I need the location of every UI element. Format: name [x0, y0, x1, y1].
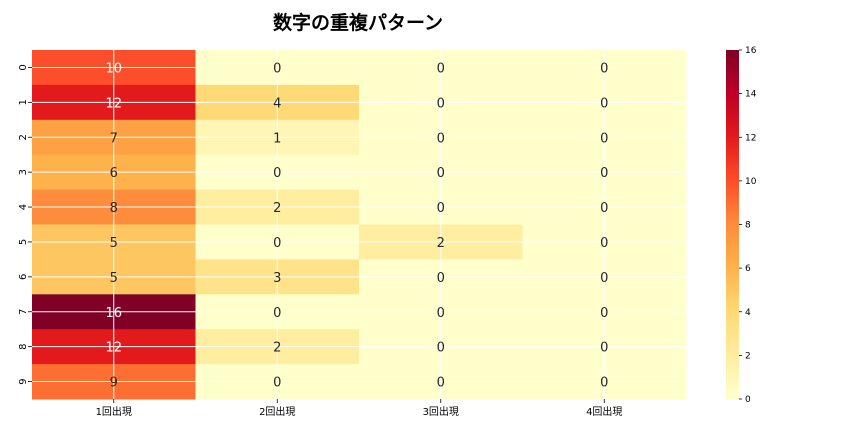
y-tick-label: 5 — [18, 239, 29, 245]
cell-value-label: 16 — [105, 306, 122, 321]
colorbar-tick-label: 8 — [745, 221, 751, 231]
cell-value-label: 0 — [600, 96, 608, 111]
cell-value-label: 0 — [437, 271, 445, 286]
cell-value-label: 0 — [273, 166, 281, 181]
colorbar-tick-label: 0 — [745, 395, 751, 405]
cell-value-label: 12 — [105, 341, 122, 356]
cell-value-label: 0 — [600, 236, 608, 251]
x-tick-label: 3回出現 — [423, 405, 459, 418]
cell-value-label: 0 — [437, 306, 445, 321]
cell-value-label: 0 — [600, 201, 608, 216]
cell-labels: 10 0 0 012 4 0 07 1 0 06 0 0 08 2 0 05 0 2 05 3 0 016 0 0 012 2 0 0… — [105, 61, 608, 390]
y-tick-label: 4 — [18, 204, 29, 210]
cell-value-label: 0 — [273, 61, 281, 76]
cell-value-label: 0 — [437, 201, 445, 216]
y-tick-label: 3 — [18, 169, 29, 175]
colorbar-tick-label: 10 — [745, 177, 757, 187]
y-tick-label: 0 — [18, 64, 29, 70]
cell-value-label: 0 — [600, 271, 608, 286]
cell-value-label: 2 — [437, 236, 445, 251]
cell-value-label: 7 — [110, 131, 118, 146]
chart-title: 数字の重複パターン — [273, 11, 443, 34]
cell-value-label: 4 — [273, 96, 281, 111]
cell-value-label: 0 — [600, 131, 608, 146]
cell-value-label: 0 — [437, 131, 445, 146]
cell-value-label: 10 — [105, 61, 122, 76]
cell-value-label: 5 — [110, 271, 118, 286]
cell-value-label: 0 — [437, 341, 445, 356]
cell-value-label: 0 — [600, 306, 608, 321]
x-axis-ticks: 1回出現 2回出現 3回出現 4回出現 — [96, 399, 622, 418]
cell-value-label: 8 — [110, 201, 118, 216]
x-tick-label: 2回出現 — [259, 405, 295, 418]
y-tick-label: 1 — [18, 99, 29, 105]
cell-value-label: 0 — [437, 96, 445, 111]
colorbar-tick-label: 6 — [745, 264, 751, 274]
cell-value-label: 0 — [273, 306, 281, 321]
cell-value-label: 0 — [273, 376, 281, 391]
cell-value-label: 9 — [110, 376, 118, 391]
y-tick-label: 8 — [18, 343, 29, 349]
cell-value-label: 0 — [600, 341, 608, 356]
colorbar — [726, 50, 739, 399]
cell-value-label: 12 — [105, 96, 122, 111]
x-tick-label: 1回出現 — [96, 405, 132, 418]
cell-value-label: 5 — [110, 236, 118, 251]
y-tick-label: 2 — [18, 134, 29, 140]
y-tick-label: 9 — [18, 378, 29, 384]
cell-value-label: 0 — [600, 376, 608, 391]
y-tick-label: 6 — [18, 274, 29, 280]
cell-value-label: 6 — [110, 166, 118, 181]
cell-value-label: 2 — [273, 201, 281, 216]
colorbar-tick-label: 4 — [745, 308, 751, 318]
cell-value-label: 0 — [437, 376, 445, 391]
cell-value-label: 3 — [273, 271, 281, 286]
x-tick-label: 4回出現 — [586, 405, 622, 418]
colorbar-ticks: 0 2 4 6 8 10 12 14 16 — [739, 46, 757, 405]
colorbar-tick-label: 14 — [745, 90, 757, 100]
cell-value-label: 2 — [273, 341, 281, 356]
colorbar-tick-label: 2 — [745, 351, 751, 361]
cell-value-label: 0 — [437, 61, 445, 76]
cell-value-label: 0 — [600, 61, 608, 76]
cell-value-label: 0 — [273, 236, 281, 251]
colorbar-tick-label: 12 — [745, 133, 756, 143]
cell-value-label: 0 — [437, 166, 445, 181]
grid-lines — [32, 50, 686, 399]
cell-value-label: 0 — [600, 166, 608, 181]
y-axis-ticks: 0 1 2 3 4 5 6 7 8 9 — [18, 64, 32, 385]
y-tick-label: 7 — [18, 309, 29, 315]
colorbar-tick-label: 16 — [745, 46, 757, 56]
cell-value-label: 1 — [273, 131, 281, 146]
